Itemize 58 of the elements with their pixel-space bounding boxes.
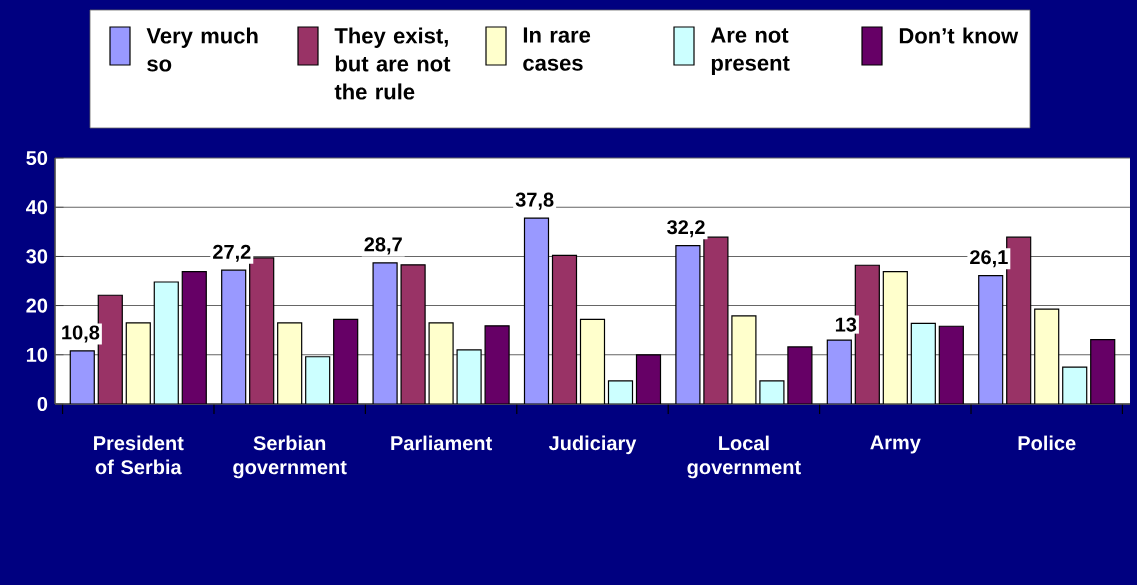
bar bbox=[787, 346, 813, 404]
y-tick-label: 0 bbox=[37, 396, 48, 412]
bar bbox=[69, 350, 95, 404]
bar bbox=[428, 322, 454, 404]
data-label: 27,2 bbox=[213, 244, 251, 262]
bar bbox=[456, 349, 482, 404]
bar bbox=[484, 325, 510, 404]
legend-label: Are not present bbox=[710, 27, 790, 76]
legend-label: Very much so bbox=[146, 27, 258, 72]
data-label: 32,2 bbox=[667, 220, 705, 238]
bar bbox=[607, 380, 634, 404]
bar bbox=[221, 269, 247, 404]
bar bbox=[882, 271, 908, 404]
bar bbox=[1006, 236, 1032, 404]
bar bbox=[125, 322, 151, 404]
x-tick-label: Army bbox=[870, 435, 921, 454]
bar bbox=[333, 318, 359, 404]
x-tick-label: Police bbox=[1018, 435, 1076, 451]
y-tick-label: 20 bbox=[26, 298, 48, 313]
bar bbox=[938, 325, 964, 404]
y-tick-label: 10 bbox=[26, 347, 48, 362]
bar bbox=[978, 275, 1004, 404]
bar bbox=[635, 354, 662, 404]
bar bbox=[675, 244, 701, 404]
bar bbox=[703, 236, 729, 404]
data-label: 13 bbox=[835, 317, 857, 332]
legend-label: Don’t know bbox=[899, 27, 1019, 44]
legend-label: They exist, but are not the rule bbox=[334, 27, 451, 100]
bar bbox=[579, 318, 606, 404]
bar bbox=[153, 281, 179, 404]
bar bbox=[181, 271, 207, 404]
bar bbox=[372, 262, 398, 404]
bar bbox=[551, 254, 578, 404]
x-tick-label: President of Serbia bbox=[94, 435, 184, 475]
x-tick-label: Local government bbox=[687, 435, 801, 479]
bar bbox=[759, 380, 785, 404]
bar bbox=[400, 264, 426, 404]
x-tick-label: Parliament bbox=[391, 435, 492, 451]
bar bbox=[277, 322, 303, 404]
bar bbox=[1062, 366, 1088, 404]
y-tick-label: 30 bbox=[26, 249, 48, 264]
data-label: 37,8 bbox=[515, 192, 554, 210]
y-tick-label: 40 bbox=[26, 200, 48, 215]
bar bbox=[826, 339, 852, 404]
bar bbox=[1034, 308, 1060, 404]
bar bbox=[249, 257, 275, 404]
x-tick-label: Serbian government bbox=[233, 435, 347, 479]
bar bbox=[523, 217, 550, 404]
x-tick-label: Judiciary bbox=[548, 435, 637, 455]
legend-label: In rare cases bbox=[523, 27, 591, 71]
data-label: 28,7 bbox=[364, 237, 402, 255]
bar bbox=[910, 322, 936, 404]
data-label: 10,8 bbox=[62, 325, 100, 343]
y-tick-label: 50 bbox=[26, 150, 48, 166]
bar bbox=[305, 356, 331, 404]
bar bbox=[731, 315, 757, 404]
data-label: 26,1 bbox=[970, 250, 1008, 268]
bar bbox=[1090, 338, 1116, 404]
